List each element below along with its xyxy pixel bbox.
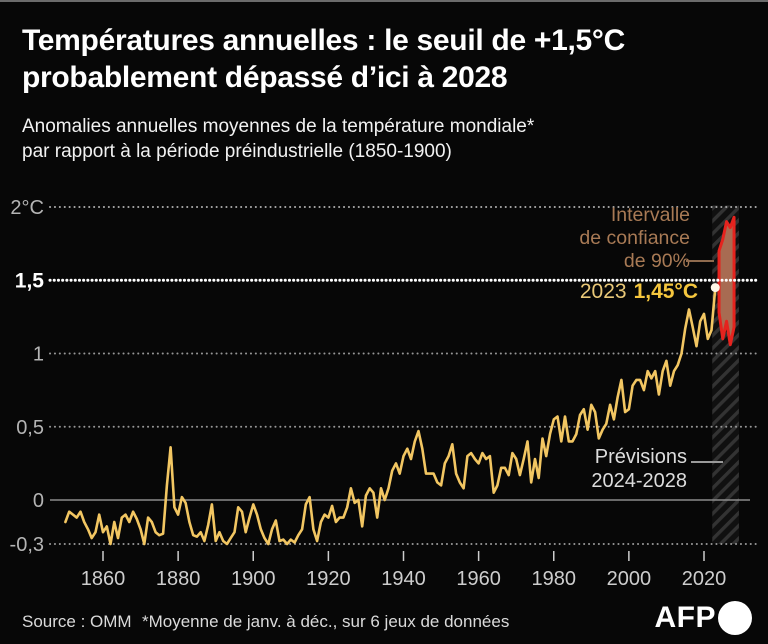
forecast-label-line-1: Prévisions <box>594 446 687 468</box>
y-axis-label-2°C: 2°C <box>10 197 44 219</box>
x-axis-label-1960: 1960 <box>456 568 501 590</box>
y-axis-label-0,5: 0,5 <box>16 417 44 439</box>
confidence-label-line-3: de 90% <box>623 250 690 272</box>
forecast-label-line-2: 2024-2028 <box>591 470 687 492</box>
subtitle-line-1: Anomalies annuelles moyennes de la tempé… <box>22 116 535 137</box>
x-axis-label-1980: 1980 <box>532 568 577 590</box>
title-line-2: probablement dépassé d’ici à 2028 <box>22 61 508 95</box>
x-axis-label-1860: 1860 <box>81 568 126 590</box>
afp-logo-text: AFP <box>654 601 716 634</box>
y-axis-label--0,3: -0,3 <box>10 534 44 556</box>
x-axis-label-2020: 2020 <box>682 568 727 590</box>
forecast-leader-line <box>691 461 723 463</box>
forecast-label: Prévisions 2024-2028 <box>591 445 687 493</box>
confidence-interval-label: Intervalle de confiance de 90% <box>579 204 690 273</box>
source-text: Source : OMM <box>22 612 132 631</box>
title-line-1: Températures annuelles : le seuil de +1,… <box>22 24 625 57</box>
afp-logo-circle-icon <box>718 601 752 635</box>
page-title: Températures annuelles : le seuil de +1,… <box>22 22 625 96</box>
anomaly-line <box>64 286 717 546</box>
footnote-text: *Moyenne de janv. à déc., sur 6 jeux de … <box>142 612 510 631</box>
x-axis-label-2000: 2000 <box>607 568 652 590</box>
y-axis-label-0: 0 <box>33 490 44 512</box>
point-2023-label: 2023 1,45°C <box>580 280 698 304</box>
chart-subtitle: Anomalies annuelles moyennes de la tempé… <box>22 114 534 165</box>
x-axis-label-1940: 1940 <box>381 568 426 590</box>
subtitle-line-2: par rapport à la période préindustrielle… <box>22 141 452 163</box>
afp-logo: AFP <box>654 601 752 635</box>
point-2023-year: 2023 <box>579 280 627 303</box>
y-axis-label-1: 1 <box>33 344 44 366</box>
y-axis-label-1,5: 1,5 <box>15 269 45 292</box>
confidence-label-line-2: de confiance <box>579 227 690 249</box>
x-axis-label-1900: 1900 <box>231 568 276 590</box>
x-axis-label-1880: 1880 <box>156 568 201 590</box>
point-2023-value: 1,45°C <box>633 280 698 303</box>
confidence-leader-line <box>686 260 714 262</box>
confidence-label-line-1: Intervalle <box>610 204 690 226</box>
x-axis-label-1920: 1920 <box>306 568 351 590</box>
highlight-dot-2023 <box>710 283 720 293</box>
